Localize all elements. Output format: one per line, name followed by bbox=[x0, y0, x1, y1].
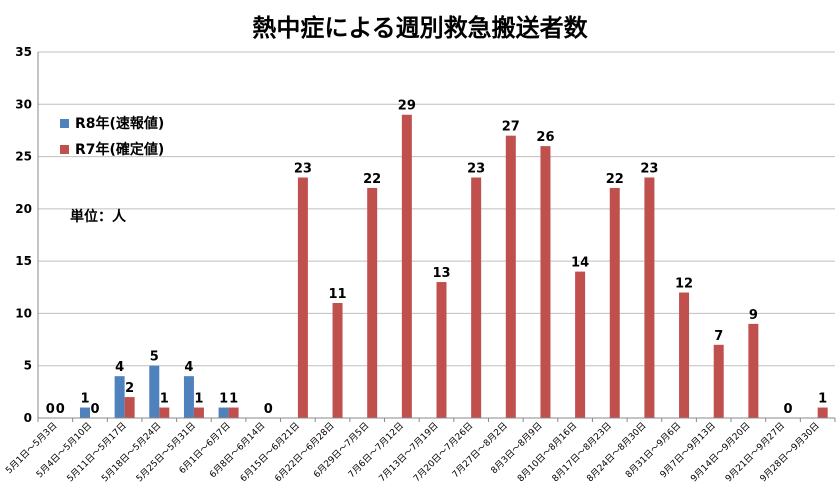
x-tick-label: 8月10日～8月16日 bbox=[515, 420, 579, 484]
x-tick-label: 8月17日～8月23日 bbox=[550, 420, 614, 484]
x-tick-label: 5月11日～5月17日 bbox=[65, 420, 129, 484]
bar-r7 bbox=[471, 177, 482, 418]
bar-r7 bbox=[505, 135, 516, 418]
x-tick-label: 6月22日～6月28日 bbox=[273, 420, 337, 484]
data-label: 0 bbox=[90, 402, 99, 417]
bar-r7 bbox=[609, 187, 620, 418]
bar-r7 bbox=[159, 407, 170, 418]
bar-r7 bbox=[124, 397, 135, 418]
data-label: 5 bbox=[150, 350, 159, 365]
data-label: 1 bbox=[229, 392, 238, 407]
data-label: 22 bbox=[606, 172, 624, 187]
x-tick-label: 9月28日～9月30日 bbox=[758, 420, 822, 484]
bar-r7 bbox=[540, 146, 551, 418]
data-label: 2 bbox=[125, 381, 134, 396]
y-tick-label: 10 bbox=[15, 306, 32, 320]
bar-r7 bbox=[436, 282, 447, 418]
bar-r7 bbox=[748, 323, 759, 418]
x-tick-label: 8月24日～8月30日 bbox=[585, 420, 649, 484]
y-tick-label: 25 bbox=[15, 150, 32, 164]
data-label: 23 bbox=[294, 161, 312, 176]
data-label: 4 bbox=[115, 360, 124, 375]
bar-r8 bbox=[218, 407, 229, 418]
bar-r7 bbox=[228, 407, 239, 418]
data-label: 9 bbox=[749, 308, 758, 323]
y-tick-label: 5 bbox=[24, 359, 32, 373]
data-label: 7 bbox=[714, 329, 723, 344]
bar-r7 bbox=[367, 187, 378, 418]
x-tick-label: 6月15日～6月21日 bbox=[238, 420, 302, 484]
y-tick-label: 35 bbox=[15, 45, 32, 59]
bars bbox=[79, 114, 828, 418]
data-label: 4 bbox=[184, 360, 193, 375]
y-tick-label: 15 bbox=[15, 254, 32, 268]
data-label: 22 bbox=[363, 172, 381, 187]
y-tick-label: 30 bbox=[15, 97, 32, 111]
data-label: 13 bbox=[432, 266, 450, 281]
bar-r7 bbox=[401, 114, 412, 418]
x-axis-ticks: 5月1日～5月3日5月4日～5月10日5月11日～5月17日5月18日～5月24… bbox=[4, 418, 836, 484]
legend-swatch-r7 bbox=[60, 144, 69, 154]
bar-r7 bbox=[644, 177, 655, 418]
y-tick-label: 20 bbox=[15, 202, 32, 216]
bar-r8 bbox=[183, 376, 194, 418]
bar-r7 bbox=[193, 407, 204, 418]
legend-label-r7: R7年(確定値) bbox=[75, 142, 165, 158]
data-label: 12 bbox=[675, 277, 693, 292]
data-label: 23 bbox=[467, 161, 485, 176]
data-label: 27 bbox=[502, 120, 520, 135]
data-label: 29 bbox=[398, 99, 416, 114]
bar-r8 bbox=[149, 365, 160, 418]
bar-r7 bbox=[332, 302, 343, 418]
data-label: 1 bbox=[219, 392, 228, 407]
legend-item-r8: R8年(速報値) bbox=[60, 110, 164, 136]
bar-r7 bbox=[817, 407, 828, 418]
bar-r8 bbox=[114, 376, 125, 418]
x-tick-label: 7月13日～7月19日 bbox=[377, 420, 441, 484]
bar-r8 bbox=[79, 407, 90, 418]
x-tick-label: 9月14日～9月20日 bbox=[689, 420, 753, 484]
data-label: 0 bbox=[46, 402, 55, 417]
x-tick-label: 5月18日～5月24日 bbox=[100, 420, 164, 484]
data-label: 23 bbox=[640, 161, 658, 176]
data-label: 0 bbox=[783, 402, 792, 417]
x-tick-label: 7月20日～7月26日 bbox=[411, 420, 475, 484]
data-label: 1 bbox=[160, 392, 169, 407]
data-label: 0 bbox=[56, 402, 65, 417]
x-tick-label: 9月21日～9月27日 bbox=[723, 420, 787, 484]
chart-title: 熱中症による週別救急搬送者数 bbox=[252, 14, 588, 42]
legend-swatch-r8 bbox=[60, 118, 69, 128]
legend-label-r8: R8年(速報値) bbox=[75, 116, 165, 132]
data-label: 1 bbox=[818, 392, 827, 407]
bar-r7 bbox=[713, 344, 724, 418]
bar-r7 bbox=[679, 292, 690, 418]
data-label: 14 bbox=[571, 256, 589, 271]
bar-r7 bbox=[297, 177, 308, 418]
data-label: 26 bbox=[536, 130, 554, 145]
data-label: 0 bbox=[264, 402, 273, 417]
legend-item-r7: R7年(確定値) bbox=[60, 136, 164, 162]
data-label: 1 bbox=[80, 392, 89, 407]
unit-label: 単位：人 bbox=[70, 209, 126, 225]
y-tick-label: 0 bbox=[24, 411, 32, 425]
bar-r7 bbox=[575, 271, 586, 418]
x-tick-label: 5月25日～5月31日 bbox=[134, 420, 198, 484]
data-label: 1 bbox=[194, 392, 203, 407]
data-label: 11 bbox=[328, 287, 346, 302]
y-axis-ticks: 0 5 10 15 20 25 30 35 bbox=[15, 45, 32, 425]
legend: R8年(速報値) R7年(確定値) bbox=[60, 110, 164, 162]
